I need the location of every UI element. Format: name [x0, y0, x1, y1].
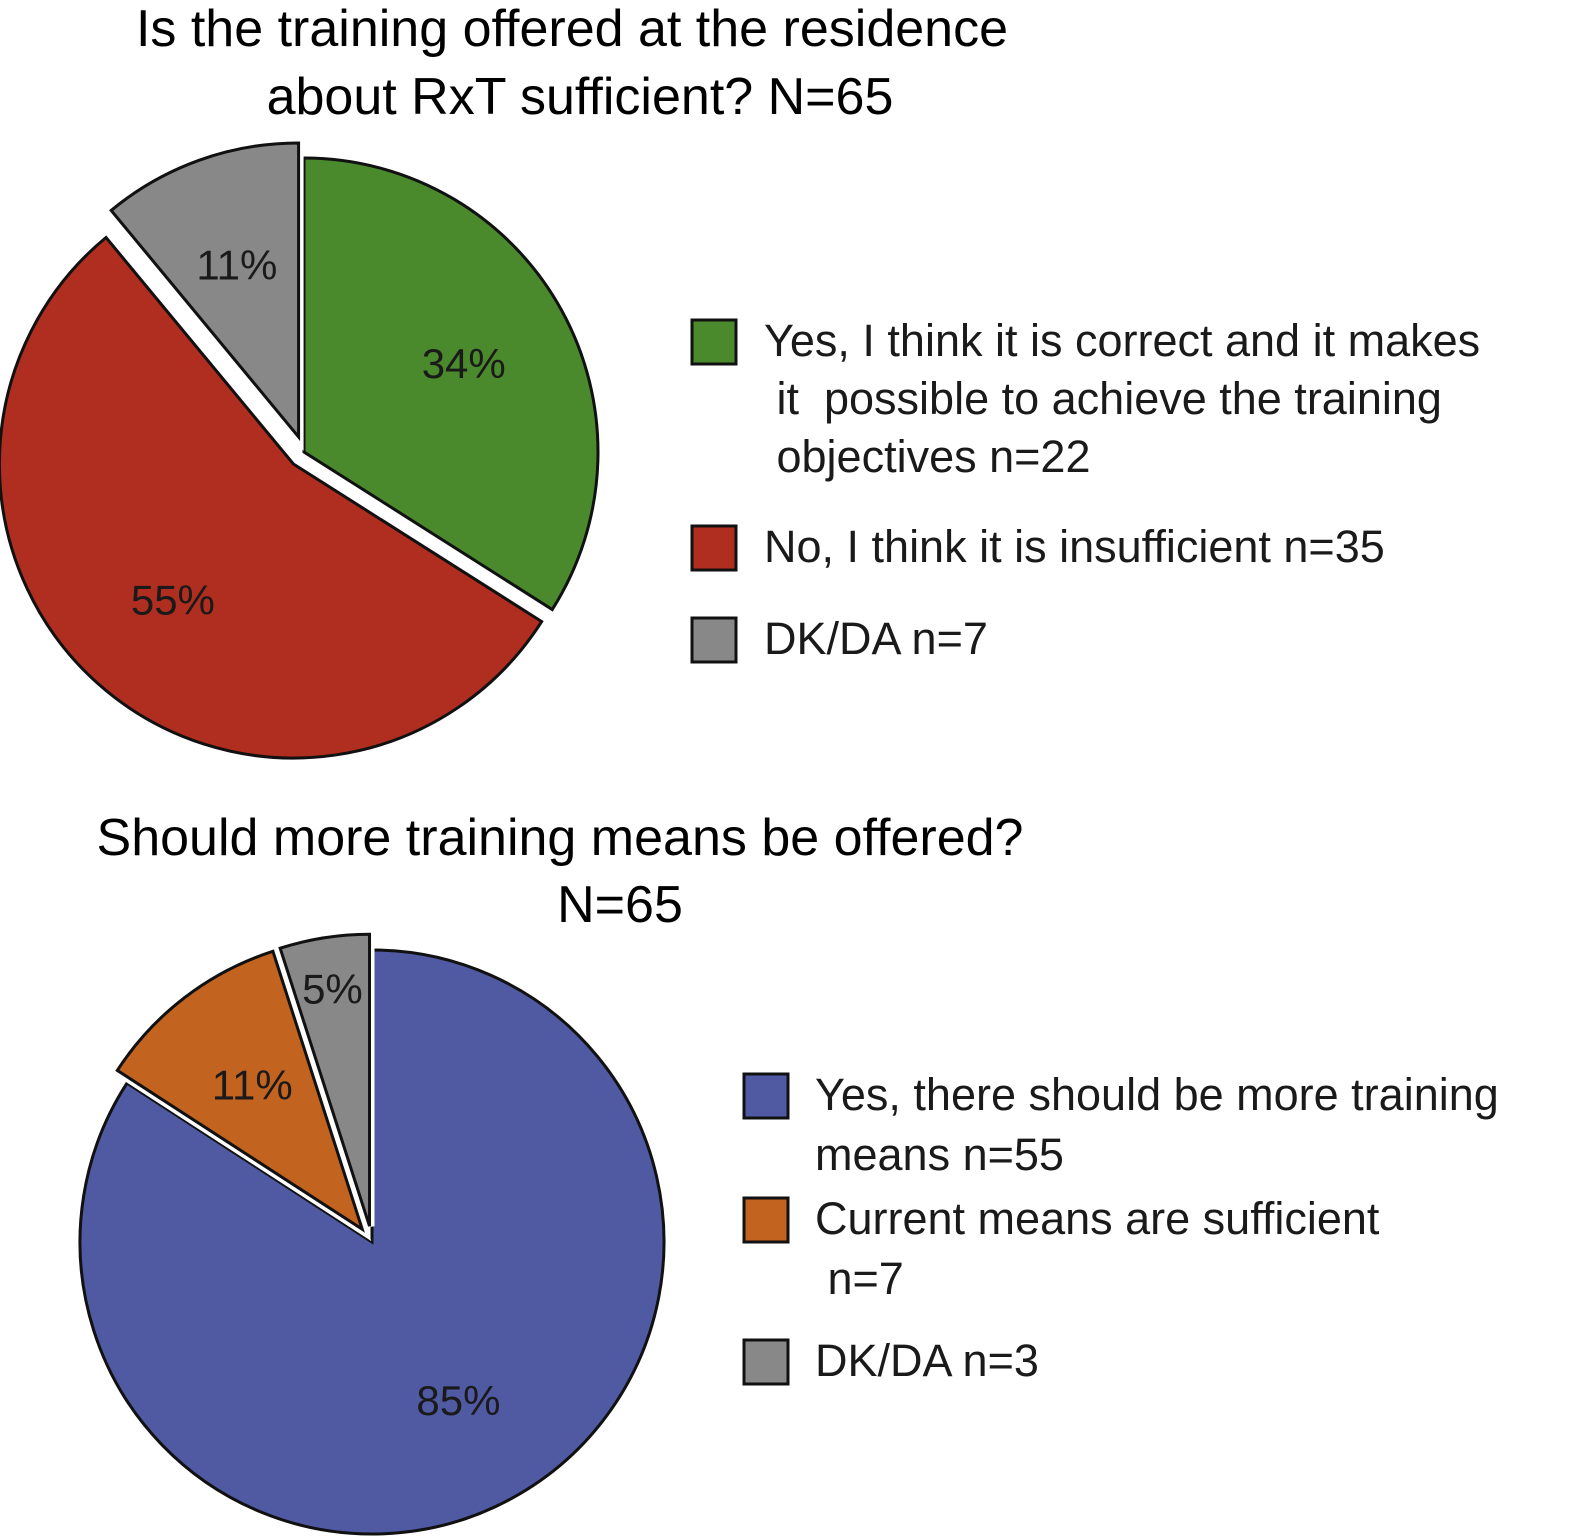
legend-label: objectives n=22 — [764, 431, 1090, 482]
slice-percent-label: 85% — [416, 1377, 500, 1424]
legend-label: DK/DA n=7 — [764, 613, 988, 664]
pie-chart-training-sufficiency: Is the training offered at the residence… — [0, 0, 1480, 763]
legend-label: Yes, there should be more training — [815, 1069, 1499, 1120]
slice-percent-label: 5% — [302, 966, 363, 1013]
legend-swatch — [690, 616, 738, 664]
legend-swatch — [742, 1338, 790, 1386]
pie-slices: 85% 11% 5% — [75, 929, 669, 1539]
slice-percent-label: 11% — [212, 1062, 293, 1109]
slice-percent-label: 11% — [196, 241, 277, 288]
chart-title-line: Should more training means be offered? — [97, 809, 1024, 867]
slice-percent-label: 34% — [422, 340, 506, 387]
chart-title-line: N=65 — [557, 876, 683, 934]
pie-slice — [302, 156, 600, 612]
legend-swatch — [690, 524, 738, 572]
legend-label: it possible to achieve the training — [764, 373, 1442, 424]
legend-swatch — [690, 318, 738, 366]
pie-slice — [0, 235, 544, 760]
legend: Yes, I think it is correct and it makes … — [690, 315, 1480, 664]
pie-slice — [78, 948, 666, 1536]
legend-swatch — [742, 1072, 790, 1120]
pie-slice — [115, 949, 365, 1233]
pie-slice — [278, 932, 372, 1227]
chart-title-line: Is the training offered at the residence — [136, 0, 1008, 58]
legend: Yes, there should be more training means … — [742, 1069, 1499, 1386]
legend-label: No, I think it is insufficient n=35 — [764, 521, 1385, 572]
legend-label: n=7 — [815, 1253, 904, 1304]
legend-label: DK/DA n=3 — [815, 1335, 1039, 1386]
legend-label: Current means are sufficient — [815, 1193, 1380, 1244]
legend-label: Yes, I think it is correct and it makes — [764, 315, 1480, 366]
pie-chart-more-training-means: Should more training means be offered? N… — [75, 809, 1499, 1539]
legend-swatch — [742, 1196, 790, 1244]
pie-slices: 34% 55% 11% — [0, 137, 603, 763]
pie-slice — [109, 141, 301, 442]
chart-title-line: about RxT sufficient? N=65 — [267, 68, 894, 126]
slice-percent-label: 55% — [131, 577, 215, 624]
legend-label: means n=55 — [815, 1129, 1064, 1180]
